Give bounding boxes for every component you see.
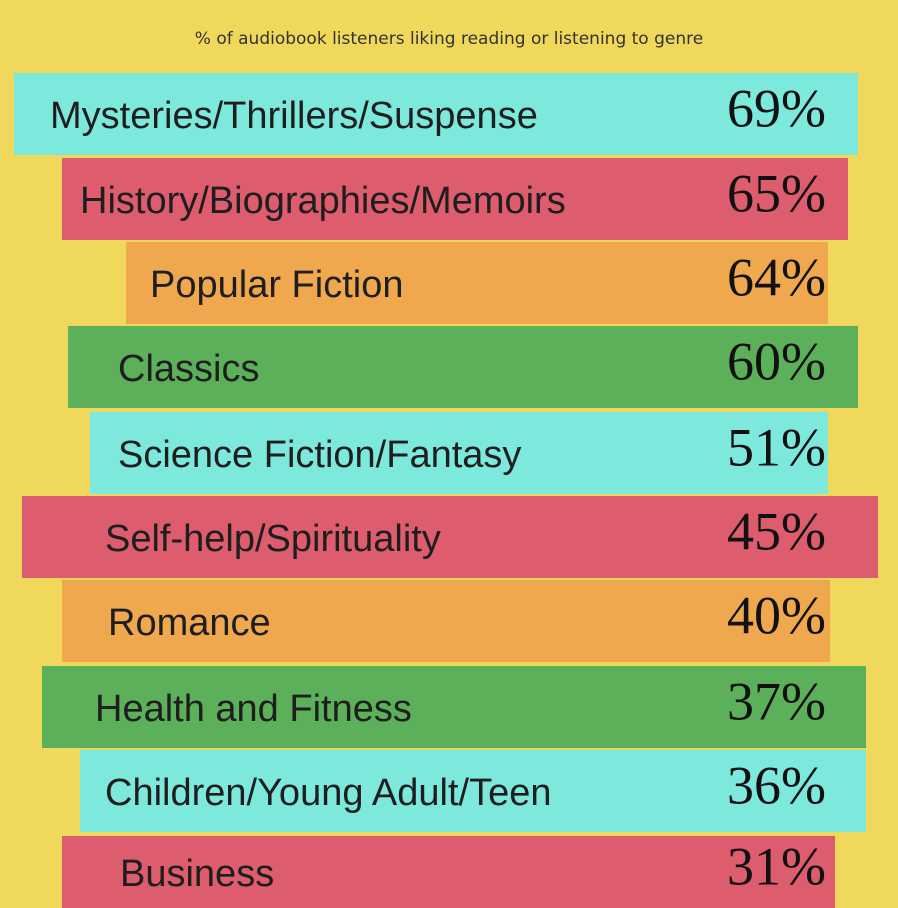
genre-label: Classics [118, 348, 259, 390]
genre-label: History/Biographies/Memoirs [80, 180, 566, 222]
stripe [90, 412, 828, 494]
percent-label: 45% [727, 501, 826, 561]
title: % of audiobook listeners liking reading … [195, 29, 703, 49]
percent-label: 69% [727, 78, 826, 138]
genre-label: Romance [108, 602, 271, 644]
percent-label: 31% [727, 836, 826, 896]
percent-label: 40% [727, 585, 826, 645]
percent-label: 36% [727, 755, 826, 815]
stripe [62, 158, 848, 240]
genre-label: Science Fiction/Fantasy [118, 434, 521, 476]
genre-label: Business [120, 853, 274, 895]
percent-label: 60% [727, 331, 826, 391]
stripe [68, 326, 858, 408]
genre-label: Health and Fitness [95, 688, 412, 730]
stripe [62, 580, 830, 662]
stripe [80, 750, 866, 832]
stripe [62, 836, 835, 908]
genre-label: Popular Fiction [150, 264, 403, 306]
percent-label: 64% [727, 247, 826, 307]
percent-label: 65% [727, 163, 826, 223]
stripe [42, 666, 866, 748]
stripe [22, 496, 878, 578]
stripe [14, 73, 858, 155]
genre-label: Children/Young Adult/Teen [105, 772, 552, 814]
stripe [126, 242, 828, 324]
percent-label: 37% [727, 671, 826, 731]
percent-label: 51% [727, 417, 826, 477]
genre-label: Mysteries/Thrillers/Suspense [50, 95, 538, 137]
genre-label: Self-help/Spirituality [105, 518, 441, 560]
